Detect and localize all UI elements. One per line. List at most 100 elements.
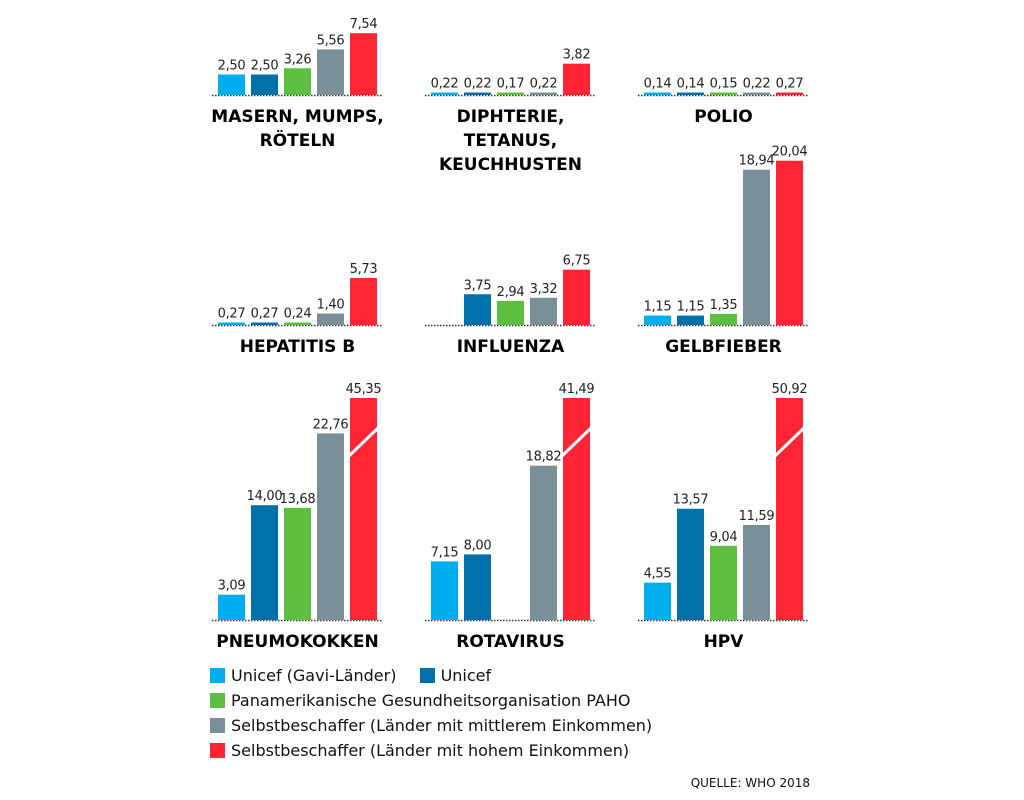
data-label: 5,56 bbox=[317, 33, 345, 48]
data-label: 3,82 bbox=[563, 48, 591, 63]
data-label: 3,75 bbox=[464, 278, 492, 293]
panel-title: GELBFIEBER bbox=[665, 337, 782, 357]
data-label: 4,55 bbox=[644, 567, 672, 582]
bar bbox=[464, 554, 491, 620]
legend-label: Selbstbeschaffer (Länder mit hohem Einko… bbox=[231, 741, 630, 760]
legend-swatch bbox=[210, 693, 225, 708]
data-label: 0,17 bbox=[497, 77, 525, 92]
data-label: 50,92 bbox=[772, 382, 808, 397]
data-label: 18,94 bbox=[739, 154, 775, 169]
data-label: 0,22 bbox=[530, 77, 558, 92]
data-label: 0,24 bbox=[284, 307, 312, 322]
panel-title: HEPATITIS B bbox=[240, 337, 356, 357]
bar bbox=[431, 92, 458, 95]
bar bbox=[218, 322, 245, 325]
data-label: 3,26 bbox=[284, 52, 312, 67]
bar bbox=[284, 322, 311, 325]
bar bbox=[743, 169, 770, 325]
data-label: 0,14 bbox=[677, 77, 705, 92]
data-label: 7,54 bbox=[350, 17, 378, 32]
bar bbox=[710, 313, 737, 325]
legend-label: Unicef (Gavi-Länder) bbox=[231, 666, 397, 685]
bar bbox=[464, 92, 491, 95]
data-label: 22,76 bbox=[313, 417, 349, 432]
bar bbox=[464, 294, 491, 325]
bar bbox=[218, 74, 245, 95]
axis-break-mark bbox=[773, 426, 806, 458]
legend-label: Selbstbeschaffer (Länder mit mittlerem E… bbox=[231, 716, 653, 735]
legend-label: Panamerikanische Gesundheitsorganisation… bbox=[231, 691, 631, 710]
data-label: 0,27 bbox=[251, 307, 279, 322]
data-label: 2,50 bbox=[218, 59, 246, 74]
data-label: 0,22 bbox=[431, 77, 459, 92]
data-label: 3,09 bbox=[218, 579, 246, 594]
bar bbox=[644, 315, 671, 325]
bar bbox=[497, 300, 524, 325]
legend-swatch bbox=[210, 718, 225, 733]
data-label: 1,35 bbox=[710, 298, 738, 313]
bar bbox=[530, 92, 557, 95]
data-label: 7,15 bbox=[431, 545, 459, 560]
bar bbox=[218, 594, 245, 620]
data-label: 2,50 bbox=[251, 59, 279, 74]
bar bbox=[644, 582, 671, 620]
axis-break-mark bbox=[560, 426, 593, 458]
legend-item: Selbstbeschaffer (Länder mit hohem Einko… bbox=[210, 739, 629, 762]
bar bbox=[677, 508, 704, 620]
bar bbox=[251, 505, 278, 620]
legend-swatch bbox=[210, 743, 225, 758]
data-label: 1,15 bbox=[677, 300, 705, 315]
panel-title: HPV bbox=[704, 632, 745, 652]
legend-item: Unicef (Gavi-Länder) bbox=[210, 664, 396, 687]
bar bbox=[563, 63, 590, 95]
bar bbox=[677, 92, 704, 95]
bar bbox=[251, 74, 278, 95]
data-label: 0,27 bbox=[776, 77, 804, 92]
data-label: 2,94 bbox=[497, 285, 525, 300]
bar bbox=[776, 160, 803, 325]
panel-title: POLIO bbox=[694, 107, 753, 127]
bar bbox=[743, 524, 770, 620]
data-label: 1,40 bbox=[317, 298, 345, 313]
panel-title: MASERN, MUMPS, bbox=[211, 107, 383, 127]
data-label: 3,32 bbox=[530, 282, 558, 297]
bar bbox=[497, 92, 524, 95]
data-label: 45,35 bbox=[346, 382, 382, 397]
data-label: 11,59 bbox=[739, 509, 775, 524]
data-label: 13,57 bbox=[673, 493, 709, 508]
source-note: QUELLE: WHO 2018 bbox=[690, 776, 810, 790]
data-label: 14,00 bbox=[247, 489, 283, 504]
data-label: 1,15 bbox=[644, 300, 672, 315]
panel-title: INFLUENZA bbox=[457, 337, 565, 357]
legend-item: Panamerikanische Gesundheitsorganisation… bbox=[210, 689, 630, 712]
bar bbox=[350, 33, 377, 95]
data-label: 6,75 bbox=[563, 254, 591, 269]
data-label: 0,22 bbox=[464, 77, 492, 92]
data-label: 0,15 bbox=[710, 77, 738, 92]
bar bbox=[284, 68, 311, 95]
panel-title: RÖTELN bbox=[260, 129, 336, 151]
panel-title: DIPHTERIE, bbox=[457, 107, 565, 127]
data-label: 5,73 bbox=[350, 262, 378, 277]
bar bbox=[530, 297, 557, 325]
bar bbox=[563, 269, 590, 325]
bar bbox=[776, 92, 803, 95]
bar bbox=[710, 92, 737, 95]
bar bbox=[317, 433, 344, 620]
bar bbox=[710, 545, 737, 620]
legend-label: Unicef bbox=[440, 666, 492, 685]
data-label: 13,68 bbox=[280, 492, 316, 507]
bar bbox=[431, 561, 458, 620]
bar bbox=[317, 49, 344, 95]
bar bbox=[743, 92, 770, 95]
panel-title: KEUCHHUSTEN bbox=[439, 155, 582, 175]
bar bbox=[644, 92, 671, 95]
data-label: 20,04 bbox=[772, 145, 808, 160]
bar bbox=[677, 315, 704, 325]
axis-break-mark bbox=[347, 426, 380, 458]
data-label: 0,22 bbox=[743, 77, 771, 92]
panel-title: PNEUMOKOKKEN bbox=[216, 632, 379, 652]
data-label: 0,27 bbox=[218, 307, 246, 322]
bar bbox=[530, 465, 557, 620]
